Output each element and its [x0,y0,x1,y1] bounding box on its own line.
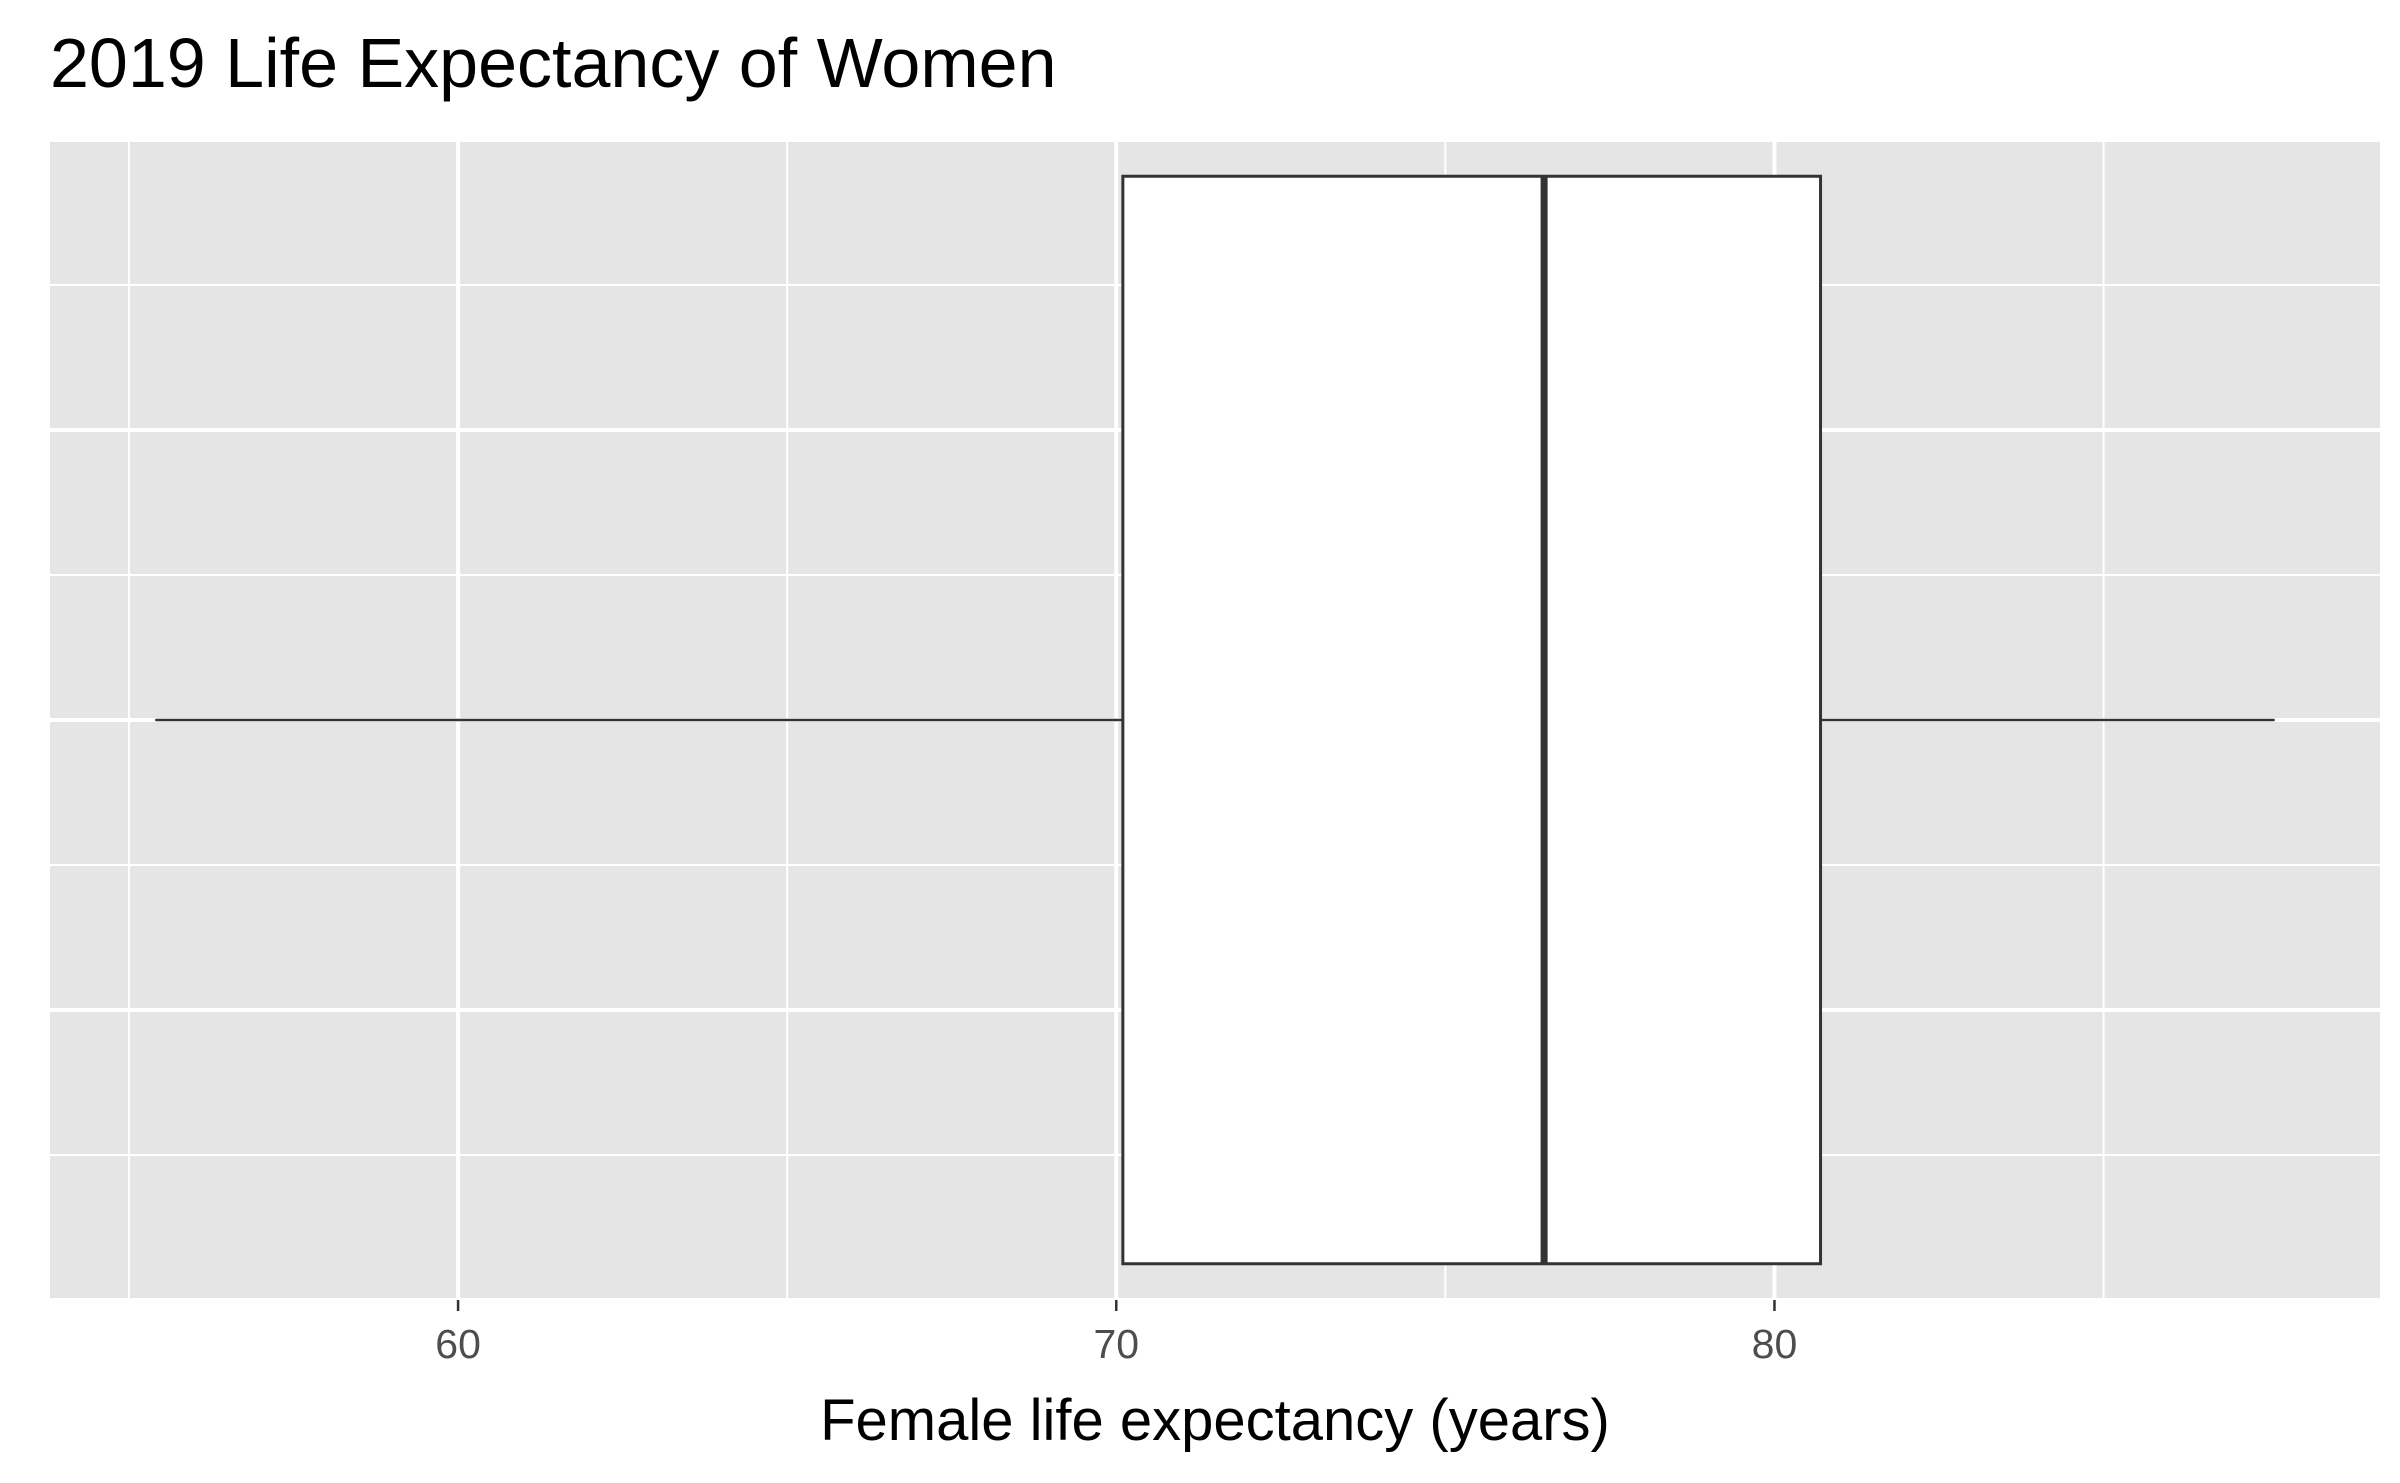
interquartile-box [1121,174,1823,1266]
chart-title: 2019 Life Expectancy of Women [50,24,1057,102]
x-axis-ticks [456,1300,1776,1311]
x-axis-tick-labels: 60 70 80 [435,1321,1797,1367]
x-tick-label: 60 [435,1321,481,1367]
x-tick-label: 80 [1752,1321,1798,1367]
x-axis-title: Female life expectancy (years) [820,1388,1610,1453]
x-tick-label: 70 [1093,1321,1139,1367]
boxplot [155,174,2275,1266]
